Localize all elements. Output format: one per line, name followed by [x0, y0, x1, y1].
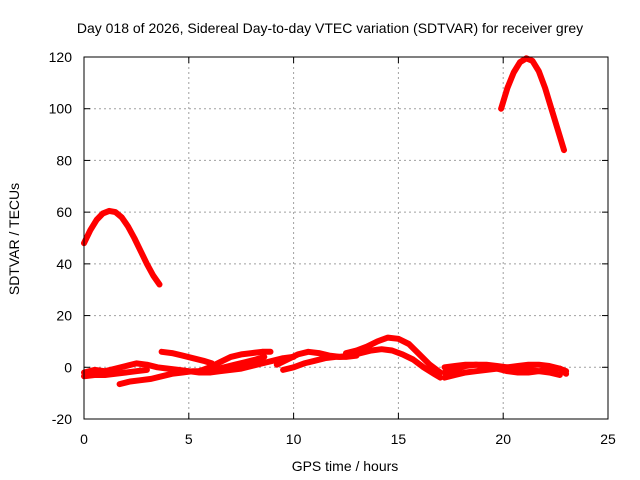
x-tick-label: 15: [391, 431, 407, 447]
series-low-5: [196, 348, 274, 375]
y-tick-label: 0: [64, 359, 72, 375]
x-axis-label: GPS time / hours: [292, 458, 399, 474]
series-low-12: [441, 361, 570, 377]
series-low-7: [273, 346, 444, 381]
y-tick-label: 20: [56, 308, 72, 324]
series-low-6: [206, 353, 297, 376]
plot-frame: [83, 56, 609, 420]
y-tick-label: -20: [52, 411, 72, 427]
series-low-8: [280, 352, 360, 373]
y-axis-label: SDTVAR / TECUs: [6, 183, 22, 295]
x-tick-label: 5: [185, 431, 193, 447]
series-arc-2: [498, 55, 567, 154]
x-tick-label: 20: [495, 431, 511, 447]
y-tick-label: 120: [49, 49, 73, 65]
x-tick-label: 0: [80, 431, 88, 447]
series-low-3: [116, 353, 268, 388]
tick-labels: 0 5 10 15 20 25 -20 0 20 40 60 80 100 120: [49, 49, 616, 447]
series-low-4: [158, 348, 215, 367]
series-low-9: [343, 334, 444, 376]
x-tick-label: 25: [600, 431, 616, 447]
x-tick-label: 10: [286, 431, 302, 447]
chart-title: Day 018 of 2026, Sidereal Day-to-day VTE…: [77, 20, 583, 36]
series-layer: [81, 55, 570, 388]
series-arc-1: [81, 207, 163, 288]
ticks: [83, 56, 609, 420]
y-tick-label: 80: [56, 152, 72, 168]
y-tick-label: 100: [49, 101, 73, 117]
y-tick-label: 40: [56, 256, 72, 272]
y-tick-label: 60: [56, 204, 72, 220]
series-low-2: [81, 366, 150, 380]
